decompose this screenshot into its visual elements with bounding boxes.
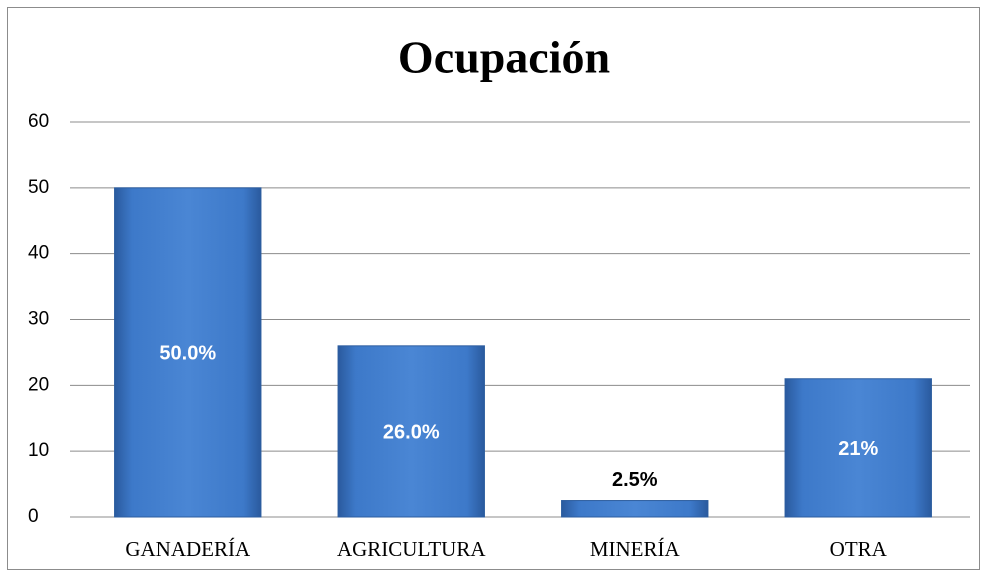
- x-tick-label: MINERÍA: [590, 537, 681, 561]
- y-tick-label: 0: [28, 506, 39, 527]
- data-label: 2.5%: [612, 469, 658, 491]
- y-tick-label: 20: [28, 374, 49, 395]
- x-tick-label: GANADERÍA: [125, 537, 251, 561]
- y-tick-label: 30: [28, 309, 49, 330]
- y-tick-label: 50: [28, 177, 49, 198]
- chart-title: Ocupación: [398, 32, 610, 83]
- bar: [784, 378, 932, 518]
- y-tick-label: 10: [28, 440, 49, 461]
- data-label: 50.0%: [159, 343, 216, 365]
- y-tick-label: 60: [28, 111, 49, 132]
- data-label: 26.0%: [383, 422, 440, 444]
- bar: [561, 500, 709, 518]
- bar: [337, 345, 485, 518]
- x-tick-label: OTRA: [830, 537, 888, 561]
- bar: [114, 187, 262, 518]
- x-tick-label: AGRICULTURA: [337, 537, 486, 561]
- data-label: 21%: [838, 438, 878, 460]
- y-tick-label: 40: [28, 243, 49, 264]
